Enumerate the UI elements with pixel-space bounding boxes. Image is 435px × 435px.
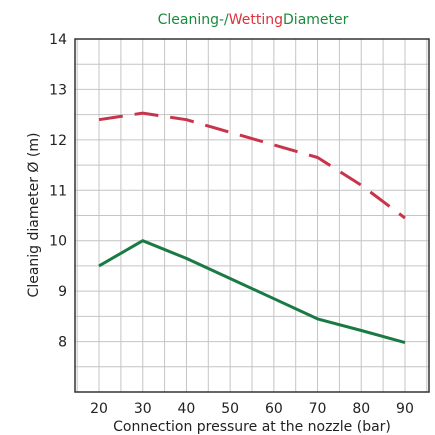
x-tick-label: 70 [309,401,327,417]
y-tick-label: 11 [49,183,67,199]
title-part-0: Cleaning-/ [158,12,229,28]
plot-frame [74,38,430,393]
x-tick-label: 60 [265,401,283,417]
title-part-2: Diameter [283,12,349,28]
y-tick-label: 14 [49,32,67,48]
series-group [98,111,406,345]
x-tick-labels: 20 30 40 50 60 70 80 90 [90,401,414,417]
y-tick-label: 10 [49,234,67,250]
chart-title: Cleaning-/WettingDiameter [158,12,349,28]
y-tick-label: 8 [58,335,67,351]
y-tick-label: 12 [49,133,67,149]
wetting-diameter-line [98,111,406,220]
cleaning-diameter-line [98,239,406,345]
x-tick-label: 40 [178,401,196,417]
x-tick-label: 50 [221,401,239,417]
grid [75,39,429,392]
x-tick-label: 30 [134,401,152,417]
x-tick-label: 20 [90,401,108,417]
y-tick-label: 13 [49,82,67,98]
x-tick-label: 90 [396,401,414,417]
x-tick-label: 80 [352,401,370,417]
y-tick-label: 9 [58,284,67,300]
y-axis-label: Cleanig diameter Ø (m) [26,133,42,298]
title-part-1: Wetting [229,12,283,28]
x-axis-label: Connection pressure at the nozzle (bar) [113,419,391,435]
y-tick-labels: 8 9 10 11 12 13 14 [49,32,67,351]
